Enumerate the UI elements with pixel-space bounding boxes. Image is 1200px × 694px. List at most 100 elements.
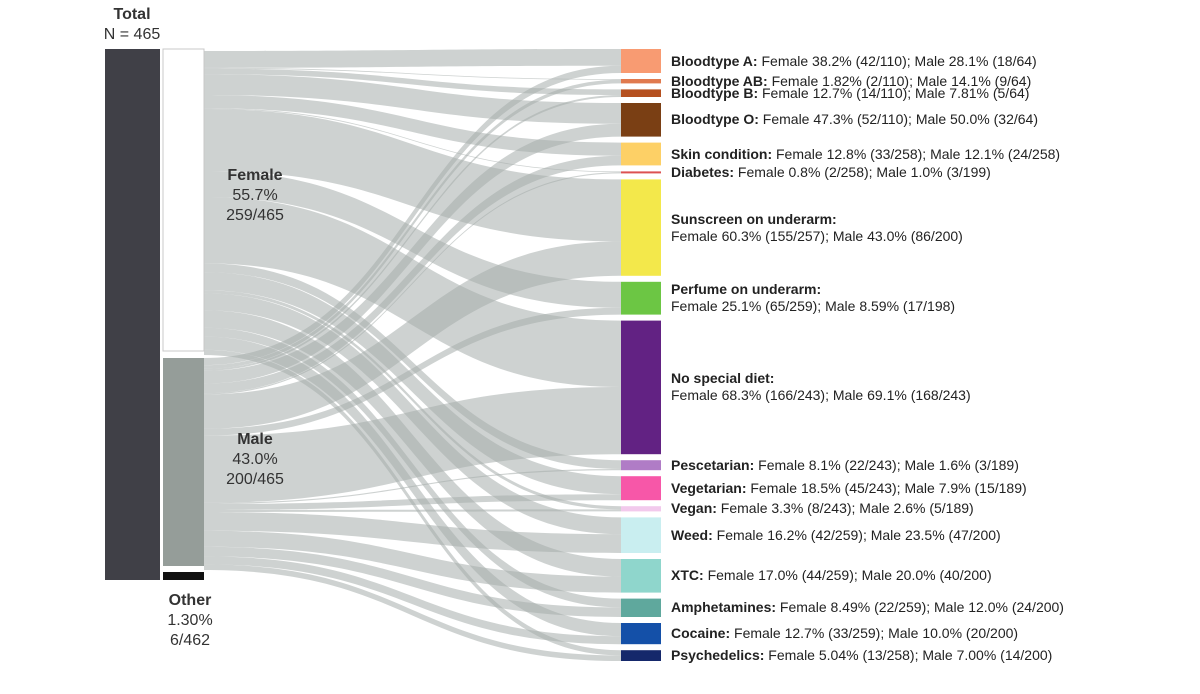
label-pescetarian: Pescetarian: Female 8.1% (22/243); Male … <box>671 457 1019 474</box>
node-total <box>105 49 160 580</box>
link-female-blood-ab <box>204 67 621 80</box>
label-blood-b: Bloodtype B: Female 12.7% (14/110); Male… <box>671 85 1029 102</box>
node-blood-ab <box>621 79 661 84</box>
label-psychedelics: Psychedelics: Female 5.04% (13/258); Mal… <box>671 647 1052 664</box>
node-cocaine <box>621 623 661 645</box>
link-female-diabetes <box>204 108 621 173</box>
node-blood-b <box>621 89 661 97</box>
label-vegetarian: Vegetarian: Female 18.5% (45/243); Male … <box>671 480 1027 497</box>
label-blood-o: Bloodtype O: Female 47.3% (52/110); Male… <box>671 111 1038 128</box>
node-blood-a <box>621 49 661 73</box>
label-xtc-name: XTC: <box>671 567 704 584</box>
label-pescetarian-name: Pescetarian: <box>671 456 755 473</box>
label-blood-ab-detail: Female 1.82% (2/110); Male 14.1% (9/64) <box>771 72 1032 89</box>
label-vegetarian-name: Vegetarian: <box>671 479 747 496</box>
label-perfume-name: Perfume on underarm: <box>671 281 822 298</box>
link-female-no-diet <box>204 197 621 387</box>
label-cocaine-name: Cocaine: <box>671 625 731 642</box>
label-diabetes-detail: Female 0.8% (2/258); Male 1.0% (3/199) <box>737 163 991 180</box>
sankey-nodes <box>105 48 661 661</box>
label-weed-name: Weed: <box>671 526 713 543</box>
male-group-label: Male 43.0% 200/465 <box>205 430 305 490</box>
node-pescetarian <box>621 460 661 471</box>
node-other <box>163 572 204 580</box>
label-psychedelics-name: Psychedelics: <box>671 647 765 664</box>
other-pct: 1.30% <box>167 612 213 629</box>
label-no-diet-detail: Female 68.3% (166/243); Male 69.1% (168/… <box>671 387 971 404</box>
link-female-pescetarian <box>204 263 621 469</box>
label-blood-o-name: Bloodtype O: <box>671 111 759 128</box>
total-count: N = 465 <box>103 26 161 43</box>
link-female-skin <box>204 95 621 156</box>
label-blood-ab-name: Bloodtype AB: <box>671 72 768 89</box>
label-amphetamines: Amphetamines: Female 8.49% (22/259); Mal… <box>671 599 1064 616</box>
label-sunscreen: Sunscreen on underarm: Female 60.3% (155/… <box>671 211 963 245</box>
link-female-xtc <box>204 310 621 577</box>
link-male-perfume <box>204 307 621 436</box>
link-female-amphetamines <box>204 327 621 608</box>
label-no-diet-name: No special diet: <box>671 370 775 387</box>
label-diabetes-name: Diabetes: <box>671 163 735 180</box>
female-frac: 259/465 <box>226 207 284 224</box>
label-weed-detail: Female 16.2% (42/259); Male 23.5% (47/20… <box>716 526 1001 543</box>
male-pct: 43.0% <box>232 451 278 468</box>
link-male-blood-o <box>204 123 621 384</box>
label-blood-o-detail: Female 47.3% (52/110); Male 50.0% (32/64… <box>762 111 1039 128</box>
label-pescetarian-detail: Female 8.1% (22/243); Male 1.6% (3/189) <box>758 456 1019 473</box>
link-female-weed <box>204 293 621 535</box>
node-vegan <box>621 506 661 512</box>
label-sunscreen-detail: Female 60.3% (155/257); Male 43.0% (86/2… <box>671 227 963 244</box>
label-skin: Skin condition: Female 12.8% (33/258); M… <box>671 146 1060 163</box>
label-diabetes: Diabetes: Female 0.8% (2/258); Male 1.0%… <box>671 164 991 181</box>
label-skin-detail: Female 12.8% (33/258); Male 12.1% (24/25… <box>776 145 1061 162</box>
total-label: Total N = 465 <box>92 5 172 45</box>
label-blood-a-name: Bloodtype A: <box>671 52 758 69</box>
node-psychedelics <box>621 650 661 661</box>
male-name: Male <box>237 431 273 448</box>
link-male-blood-ab <box>204 79 621 369</box>
link-female-perfume <box>204 171 621 308</box>
node-female <box>162 48 205 352</box>
label-vegan-name: Vegan: <box>671 500 717 517</box>
node-weed <box>621 517 661 553</box>
link-female-vegan <box>204 290 621 510</box>
female-name: Female <box>227 167 283 184</box>
node-blood-o <box>621 103 661 137</box>
female-pct: 55.7% <box>232 187 278 204</box>
node-diabetes <box>621 171 661 174</box>
label-psychedelics-detail: Female 5.04% (13/258); Male 7.00% (14/20… <box>768 647 1053 664</box>
label-weed: Weed: Female 16.2% (42/259); Male 23.5% … <box>671 527 1001 544</box>
node-skin <box>621 142 661 166</box>
link-male-amphetamines <box>204 546 621 617</box>
label-blood-b-name: Bloodtype B: <box>671 84 759 101</box>
label-skin-name: Skin condition: <box>671 145 773 162</box>
link-female-blood-b <box>204 68 621 95</box>
other-frac: 6/462 <box>169 632 211 649</box>
label-sunscreen-name: Sunscreen on underarm: <box>671 210 837 227</box>
link-male-blood-a <box>204 65 621 366</box>
label-blood-ab: Bloodtype AB: Female 1.82% (2/110); Male… <box>671 73 1031 90</box>
label-vegetarian-detail: Female 18.5% (45/243); Male 7.9% (15/189… <box>750 479 1027 496</box>
label-perfume-detail: Female 25.1% (65/259); Male 8.59% (17/19… <box>671 298 956 315</box>
label-xtc-detail: Female 17.0% (44/259); Male 20.0% (40/20… <box>707 567 992 584</box>
label-blood-a-detail: Female 38.2% (42/110); Male 28.1% (18/64… <box>761 52 1037 69</box>
node-male <box>163 358 204 566</box>
link-female-cocaine <box>204 336 621 637</box>
other-group-label: Other 1.30% 6/462 <box>140 591 240 651</box>
total-name: Total <box>113 6 151 23</box>
label-blood-b-detail: Female 12.7% (14/110); Male 7.81% (5/64) <box>762 84 1030 101</box>
female-group-label: Female 55.7% 259/465 <box>205 166 305 226</box>
male-frac: 200/465 <box>226 471 284 488</box>
label-amphetamines-name: Amphetamines: <box>671 599 777 616</box>
label-perfume: Perfume on underarm: Female 25.1% (65/259… <box>671 281 955 315</box>
node-xtc <box>621 559 661 593</box>
label-vegan: Vegan: Female 3.3% (8/243); Male 2.6% (5… <box>671 500 974 517</box>
sankey-links <box>204 49 621 661</box>
label-no-diet: No special diet: Female 68.3% (166/243); … <box>671 370 971 404</box>
label-blood-a: Bloodtype A: Female 38.2% (42/110); Male… <box>671 53 1037 70</box>
link-male-cocaine <box>204 556 621 645</box>
node-sunscreen <box>621 179 661 276</box>
link-female-blood-o <box>204 74 621 124</box>
label-cocaine: Cocaine: Female 12.7% (33/259); Male 10.… <box>671 625 1018 642</box>
